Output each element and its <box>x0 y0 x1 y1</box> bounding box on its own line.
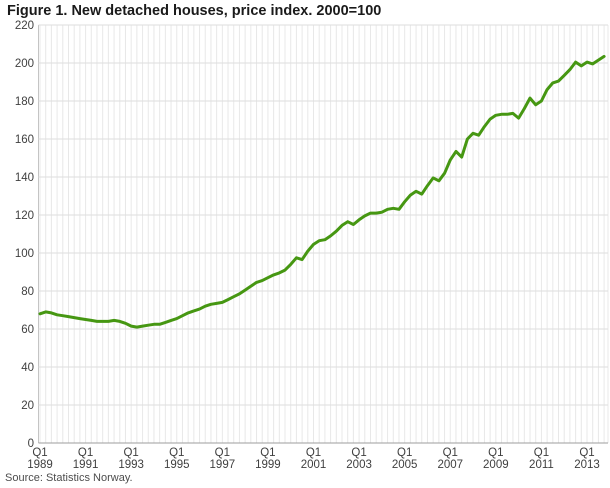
y-axis-tick-labels: 0 20 40 60 80 100 120 140 160 180 200 220 <box>15 20 34 450</box>
y-tick-label: 40 <box>21 362 34 374</box>
x-tick-label: Q1 2007 <box>437 447 463 471</box>
x-axis-tick-labels: Q1 1989 Q1 1991 Q1 1993 Q1 1995 Q1 1997 Q1 1999 Q1 20… <box>27 447 600 471</box>
chart-title: Figure 1. New detached houses, price ind… <box>7 3 382 19</box>
horizontal-gridlines <box>38 24 608 444</box>
x-tick-label: Q1 1993 <box>118 447 144 471</box>
x-tick-label: Q1 2011 <box>529 447 554 471</box>
y-tick-label: 180 <box>15 96 34 108</box>
price-index-line <box>38 54 606 329</box>
y-tick-label: 80 <box>21 286 34 298</box>
vertical-gridlines <box>38 25 609 443</box>
y-tick-label: 200 <box>15 58 34 70</box>
x-tick-label: Q1 2005 <box>392 447 418 471</box>
x-tick-label: Q1 2001 <box>301 447 327 471</box>
x-tick-label: Q1 1997 <box>210 447 236 471</box>
y-tick-label: 140 <box>15 172 34 184</box>
y-tick-label: 100 <box>15 248 34 260</box>
x-tick-label: Q1 1991 <box>73 447 99 471</box>
x-tick-label: Q1 1989 <box>27 447 53 471</box>
x-tick-label: Q1 1999 <box>255 447 281 471</box>
source-note: Source: Statistics Norway. <box>5 472 133 484</box>
x-tick-label: Q1 2009 <box>483 447 509 471</box>
x-tick-label: Q1 2003 <box>346 447 372 471</box>
y-tick-label: 0 <box>28 438 34 450</box>
x-tick-label: Q1 2013 <box>574 447 600 471</box>
y-tick-label: 220 <box>15 20 34 32</box>
y-tick-label: 120 <box>15 210 34 222</box>
x-tick-label: Q1 1995 <box>164 447 190 471</box>
y-tick-label: 160 <box>15 134 34 146</box>
y-tick-label: 20 <box>21 400 34 412</box>
y-tick-label: 60 <box>21 324 34 336</box>
